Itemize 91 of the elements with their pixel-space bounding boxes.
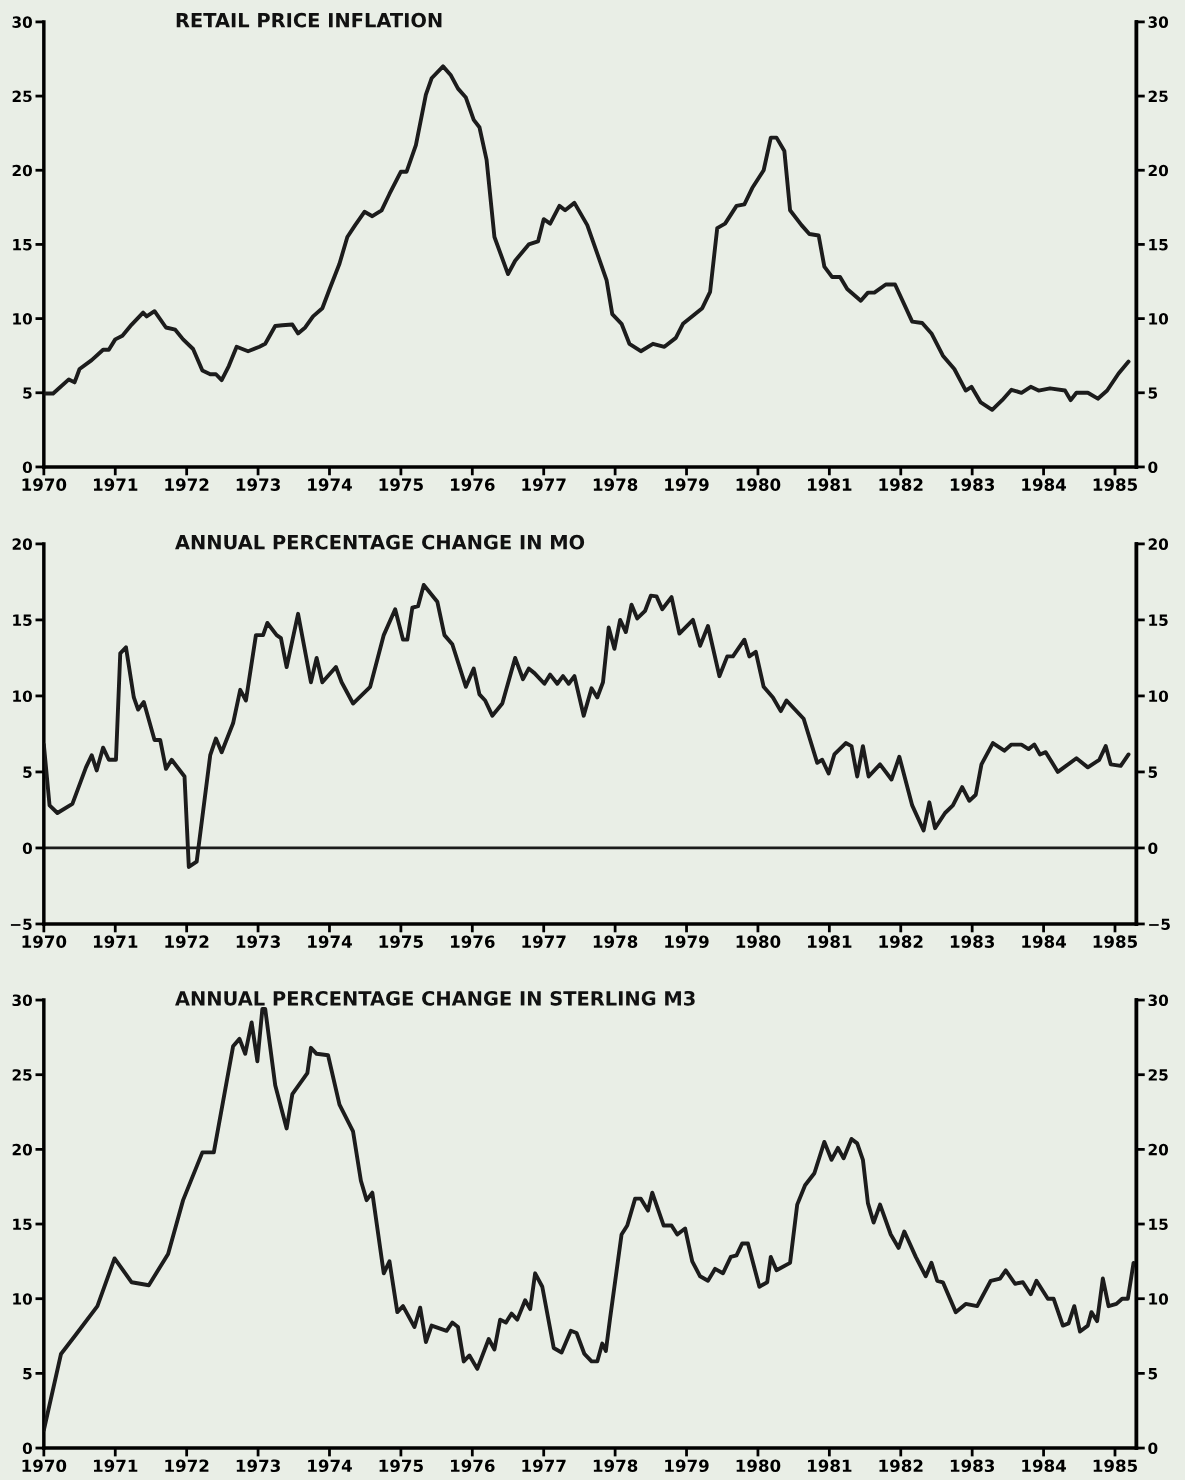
x-tick-label: 1980 — [736, 1459, 781, 1473]
y-tick-label: 15 — [13, 239, 32, 251]
x-tick-label: 1976 — [450, 1459, 495, 1473]
x-tick-label: 1984 — [1022, 935, 1067, 948]
x-tick-label: 1974 — [308, 478, 352, 491]
x-tick-label: 1977 — [522, 1459, 566, 1473]
y2-tick-label: 15 — [1149, 239, 1168, 251]
y-tick-label: 20 — [12, 1143, 32, 1156]
x-tick-label: 1983 — [950, 1459, 995, 1473]
y2-tick-label: 20 — [1148, 164, 1169, 177]
x-tick-label: 1981 — [808, 935, 852, 948]
x-tick-label: 1982 — [879, 478, 923, 491]
x-tick-label: 1977 — [522, 935, 566, 948]
y-tick-label: 20 — [12, 538, 32, 550]
y2-tick-label: 10 — [1149, 313, 1169, 325]
y2-tick-label: 20 — [1148, 1143, 1169, 1156]
y2-tick-label: 0 — [1148, 842, 1158, 854]
x-tick-label: 1983 — [950, 478, 995, 491]
x-tick-label: 1975 — [379, 478, 423, 491]
x-tick-label: 1980 — [736, 478, 781, 491]
x-tick-label: 1976 — [450, 935, 495, 948]
x-tick-label: 1970 — [22, 1459, 67, 1473]
y-tick-label: 30 — [12, 16, 32, 28]
x-tick-label: 1972 — [165, 935, 209, 948]
y2-tick-label: −5 — [1149, 918, 1170, 930]
y2-tick-label: 15 — [1149, 1218, 1168, 1231]
y2-tick-label: 10 — [1149, 1293, 1169, 1305]
y-tick-label: 10 — [13, 1293, 32, 1305]
x-tick-label: 1971 — [93, 478, 138, 491]
y2-tick-label: 0 — [1148, 1442, 1158, 1455]
x-tick-label: 1976 — [450, 478, 495, 491]
chart-title: ANNUAL PERCENTAGE CHANGE IN MO — [175, 534, 585, 550]
chart-title: RETAIL PRICE INFLATION — [176, 12, 442, 28]
y-tick-label: 0 — [22, 1442, 32, 1455]
x-tick-label: 1984 — [1022, 478, 1067, 491]
x-tick-label: 1983 — [950, 935, 995, 948]
y-tick-label: 15 — [13, 614, 32, 626]
x-tick-label: 1978 — [593, 478, 638, 491]
x-tick-label: 1984 — [1022, 1459, 1067, 1473]
x-tick-label: 1970 — [22, 935, 67, 948]
y-tick-label: 0 — [22, 842, 32, 854]
x-tick-label: 1979 — [665, 478, 709, 491]
y2-tick-label: 5 — [1148, 766, 1158, 778]
x-tick-label: 1985 — [1093, 1459, 1138, 1473]
x-tick-label: 1971 — [93, 935, 138, 948]
x-tick-label: 1978 — [593, 1459, 638, 1473]
x-tick-label: 1982 — [879, 935, 923, 948]
x-tick-label: 1985 — [1093, 478, 1138, 491]
x-tick-label: 1975 — [379, 1459, 423, 1473]
y-tick-label: 10 — [13, 313, 32, 325]
x-tick-label: 1980 — [736, 935, 781, 948]
y2-tick-label: 20 — [1148, 538, 1169, 550]
x-tick-label: 1982 — [879, 1459, 923, 1473]
y-tick-label: 25 — [12, 1069, 32, 1081]
y2-tick-label: 5 — [1148, 387, 1158, 399]
x-tick-label: 1978 — [593, 935, 638, 948]
x-tick-label: 1979 — [665, 1459, 709, 1473]
x-tick-label: 1985 — [1093, 935, 1138, 948]
x-tick-label: 1973 — [236, 935, 280, 948]
x-tick-label: 1974 — [308, 1459, 352, 1473]
y2-tick-label: 0 — [1148, 461, 1158, 473]
y-tick-label: 25 — [12, 90, 32, 103]
y-tick-label: 5 — [23, 766, 32, 778]
x-tick-label: 1973 — [236, 478, 280, 491]
x-tick-label: 1975 — [379, 935, 423, 948]
x-tick-label: 1971 — [93, 1459, 138, 1473]
y-tick-label: 10 — [13, 690, 32, 702]
y-tick-label: 20 — [12, 164, 32, 177]
x-tick-label: 1972 — [165, 1459, 209, 1473]
chart-title: ANNUAL PERCENTAGE CHANGE IN STERLING M3 — [175, 990, 695, 1006]
y-tick-label: −5 — [10, 918, 32, 930]
y2-tick-label: 25 — [1148, 1069, 1168, 1081]
x-tick-label: 1974 — [308, 935, 352, 948]
y-tick-label: 5 — [23, 387, 32, 399]
y-tick-label: 5 — [23, 1368, 32, 1380]
y-tick-label: 0 — [22, 461, 32, 473]
y2-tick-label: 5 — [1148, 1368, 1158, 1380]
x-tick-label: 1981 — [808, 478, 852, 491]
y2-tick-label: 30 — [1148, 16, 1169, 28]
x-tick-label: 1977 — [522, 478, 566, 491]
y-tick-label: 15 — [13, 1218, 32, 1231]
x-tick-label: 1970 — [22, 478, 67, 491]
y2-tick-label: 30 — [1148, 994, 1169, 1007]
y2-tick-label: 10 — [1149, 690, 1169, 702]
x-tick-label: 1973 — [236, 1459, 280, 1473]
x-tick-label: 1981 — [808, 1459, 852, 1473]
x-tick-label: 1979 — [665, 935, 709, 948]
y2-tick-label: 25 — [1148, 90, 1168, 103]
y2-tick-label: 15 — [1149, 614, 1168, 626]
y-tick-label: 30 — [12, 994, 32, 1007]
x-tick-label: 1972 — [165, 478, 209, 491]
